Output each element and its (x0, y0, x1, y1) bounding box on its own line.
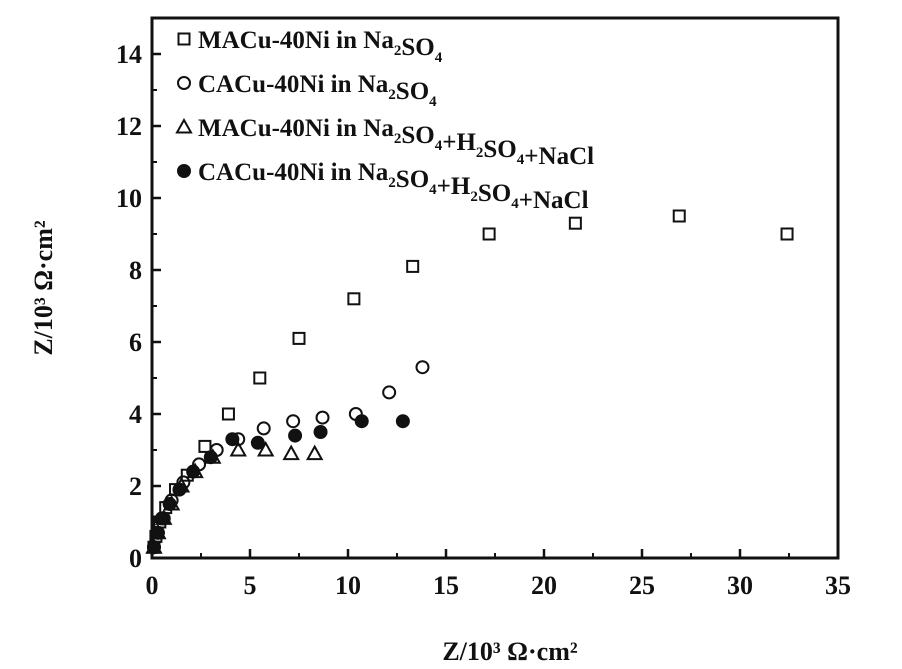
x-axis-title: Z/10³ Ω·cm² (442, 637, 578, 666)
data-point (162, 497, 177, 511)
data-point (313, 425, 328, 439)
data-markers (145, 209, 794, 555)
y-tick-label: 10 (116, 184, 142, 213)
legend-label: MACu-40Ni in Na2SO4 (198, 27, 443, 66)
data-point (780, 227, 794, 241)
y-tick-label: 4 (129, 400, 142, 429)
tick-labels: 0 5 10 15 20 25 30 35 0 2 4 6 8 10 12 14 (116, 40, 851, 600)
legend-marker (177, 164, 191, 178)
y-tick-label: 12 (116, 112, 142, 141)
series-3 (145, 440, 324, 554)
y-tick-label: 0 (129, 544, 142, 573)
data-point (288, 428, 303, 443)
legend-item: CACu-40Ni in Na2SO4 (177, 71, 437, 110)
data-point (305, 444, 324, 461)
data-point (354, 414, 369, 429)
series-2 (146, 360, 430, 555)
legend-label: MACu-40Ni in Na2SO4+H2SO4+NaCl (198, 115, 594, 170)
x-tick-label: 20 (531, 571, 557, 600)
plot-frame (150, 16, 840, 560)
series-1 (147, 209, 794, 554)
x-tick-label: 10 (335, 571, 361, 600)
data-point (250, 435, 265, 450)
data-point (256, 421, 271, 436)
y-axis-title: Z/10³ Ω·cm² (29, 220, 58, 356)
data-point (286, 414, 301, 429)
data-point (395, 414, 410, 429)
data-point (292, 331, 306, 345)
data-point (568, 216, 582, 230)
data-point (406, 259, 420, 273)
y-tick-label: 6 (129, 328, 142, 357)
x-tick-label: 30 (727, 571, 753, 600)
data-point (198, 439, 212, 453)
y-tick-label: 8 (129, 256, 142, 285)
legend: MACu-40Ni in Na2SO4 CACu-40Ni in Na2SO4 MA… (175, 27, 594, 214)
data-point (229, 440, 247, 457)
legend-item: MACu-40Ni in Na2SO4 (177, 27, 443, 66)
data-point (415, 360, 430, 375)
data-point (150, 525, 165, 540)
data-point (382, 385, 397, 400)
data-point (482, 227, 496, 241)
data-point (347, 292, 361, 306)
data-point (186, 464, 201, 479)
data-point (221, 407, 235, 421)
legend-marker (177, 76, 191, 90)
data-point (253, 371, 267, 385)
data-point (315, 410, 330, 425)
legend-item: MACu-40Ni in Na2SO4+H2SO4+NaCl (175, 115, 594, 170)
x-tick-label: 35 (825, 571, 851, 600)
data-point (203, 450, 218, 465)
x-tick-label: 0 (146, 571, 159, 600)
legend-label: CACu-40Ni in Na2SO4 (198, 71, 437, 110)
axis-ticks (150, 17, 840, 560)
y-tick-label: 14 (116, 40, 142, 69)
data-point (225, 432, 240, 447)
data-point (154, 511, 169, 526)
legend-label: CACu-40Ni in Na2SO4+H2SO4+NaCl (198, 159, 589, 214)
data-point (172, 482, 187, 497)
x-tick-label: 15 (433, 571, 459, 600)
legend-marker (175, 117, 193, 134)
x-tick-label: 25 (629, 571, 655, 600)
legend-marker (177, 32, 191, 46)
data-point (256, 440, 275, 457)
data-point (282, 444, 300, 461)
legend-item: CACu-40Ni in Na2SO4+H2SO4+NaCl (177, 159, 589, 214)
data-point (672, 209, 686, 223)
data-point (146, 540, 161, 555)
x-tick-label: 5 (244, 571, 257, 600)
series-4 (146, 414, 410, 555)
y-tick-label: 2 (129, 472, 142, 501)
